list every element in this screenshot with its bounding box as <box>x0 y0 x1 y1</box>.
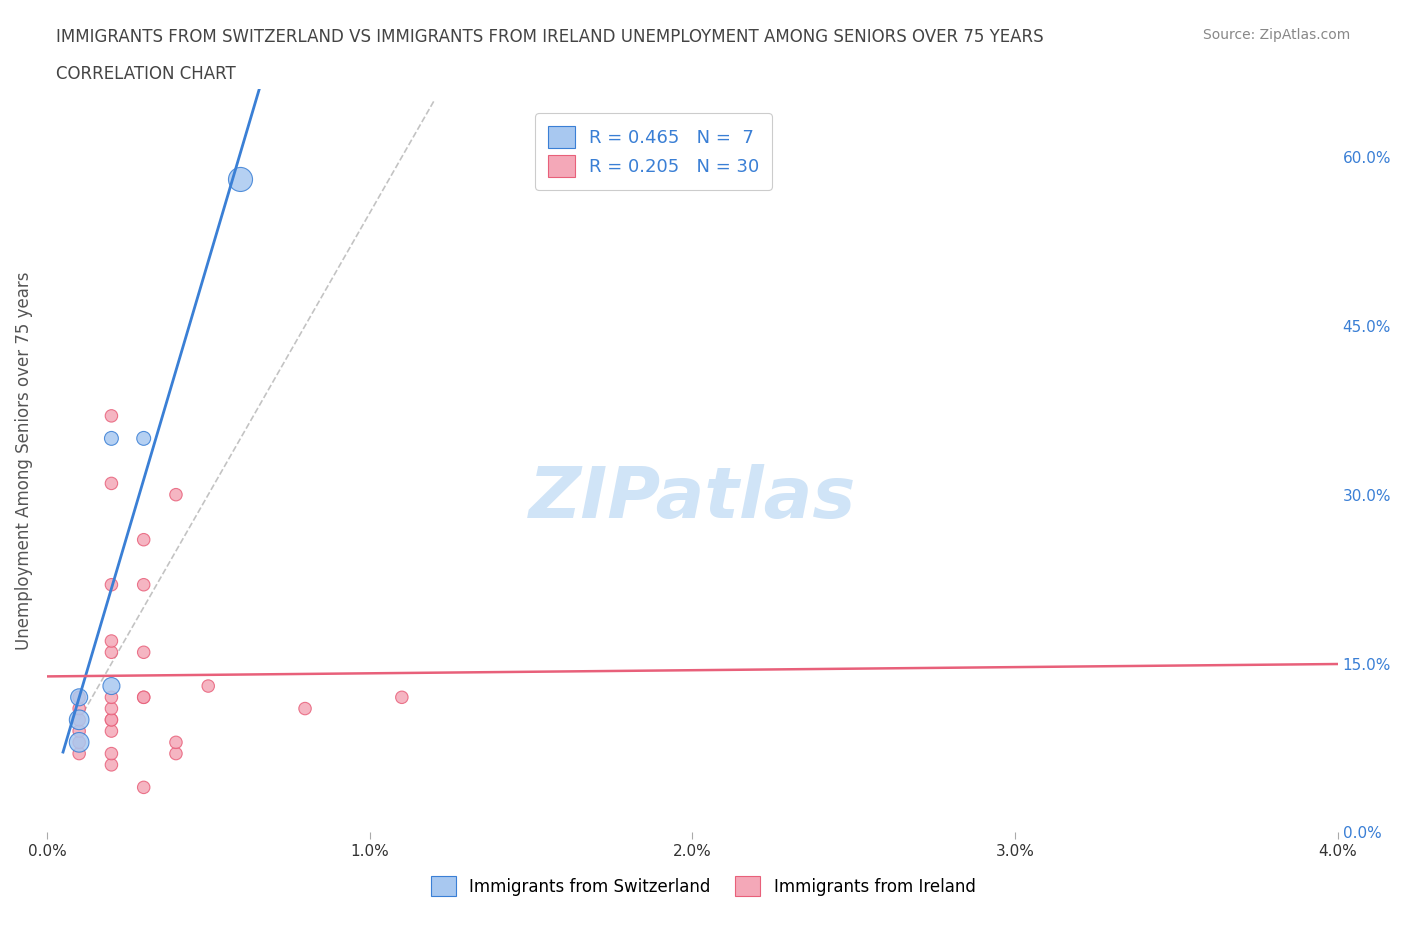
Point <box>100 476 122 491</box>
Point <box>165 735 187 750</box>
Point <box>100 712 122 727</box>
Point <box>197 679 219 694</box>
Legend: Immigrants from Switzerland, Immigrants from Ireland: Immigrants from Switzerland, Immigrants … <box>423 870 983 903</box>
Y-axis label: Unemployment Among Seniors over 75 years: Unemployment Among Seniors over 75 years <box>15 272 32 650</box>
Point <box>67 712 90 727</box>
Point <box>67 735 90 750</box>
Point <box>67 746 90 761</box>
Point <box>100 633 122 648</box>
Point <box>100 644 122 659</box>
Text: Source: ZipAtlas.com: Source: ZipAtlas.com <box>1202 28 1350 42</box>
Legend: R = 0.465   N =  7, R = 0.205   N = 30: R = 0.465 N = 7, R = 0.205 N = 30 <box>536 113 772 190</box>
Point <box>165 746 187 761</box>
Point <box>132 431 155 445</box>
Point <box>67 690 90 705</box>
Point <box>132 578 155 592</box>
Text: IMMIGRANTS FROM SWITZERLAND VS IMMIGRANTS FROM IRELAND UNEMPLOYMENT AMONG SENIOR: IMMIGRANTS FROM SWITZERLAND VS IMMIGRANT… <box>56 28 1043 46</box>
Point <box>165 487 187 502</box>
Point <box>67 724 90 738</box>
Point <box>132 690 155 705</box>
Point <box>132 532 155 547</box>
Point <box>67 690 90 705</box>
Point <box>391 690 413 705</box>
Point <box>294 701 316 716</box>
Point <box>100 431 122 445</box>
Point <box>100 746 122 761</box>
Text: ZIPatlas: ZIPatlas <box>529 463 856 533</box>
Point <box>132 644 155 659</box>
Point <box>67 701 90 716</box>
Point <box>100 679 122 694</box>
Point <box>100 701 122 716</box>
Text: CORRELATION CHART: CORRELATION CHART <box>56 65 236 83</box>
Point <box>229 172 252 187</box>
Point <box>100 724 122 738</box>
Point <box>67 712 90 727</box>
Point <box>100 408 122 423</box>
Point <box>132 690 155 705</box>
Point <box>100 578 122 592</box>
Point <box>100 757 122 772</box>
Point <box>100 712 122 727</box>
Point <box>67 735 90 750</box>
Point <box>132 780 155 795</box>
Point <box>100 690 122 705</box>
